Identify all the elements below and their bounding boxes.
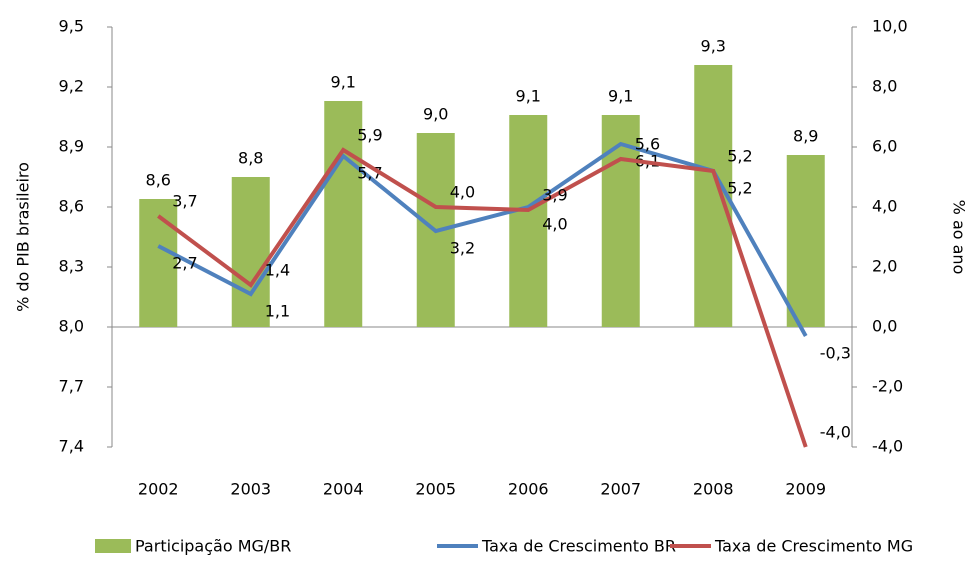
y2-tick-label: -4,0: [872, 437, 903, 456]
line-value-label: 5,2: [727, 179, 752, 198]
line-value-label: 4,0: [542, 215, 567, 234]
y2-axis-title: % ao ano: [950, 200, 969, 275]
bar-value-label: 8,8: [238, 149, 263, 168]
y2-tick-label: 0,0: [872, 317, 897, 336]
line-value-label: -4,0: [820, 423, 851, 442]
line-value-label: 1,1: [265, 302, 290, 321]
line-value-label: 5,9: [357, 126, 382, 145]
line-value-label: 5,2: [727, 147, 752, 166]
line-value-label: 3,7: [172, 192, 197, 211]
y-tick-label: 9,2: [59, 77, 84, 96]
bar-value-label: 9,0: [423, 105, 448, 124]
y2-tick-label: 6,0: [872, 137, 897, 156]
y-tick-label: 8,3: [59, 257, 84, 276]
x-tick-label: 2004: [323, 480, 364, 499]
bar-value-label: 9,1: [516, 87, 541, 106]
x-tick-label: 2006: [508, 480, 549, 499]
legend-swatch: [95, 539, 131, 553]
bar: [509, 115, 548, 327]
y2-tick-label: 10,0: [872, 17, 908, 36]
bar: [139, 199, 178, 327]
y2-tick-label: -2,0: [872, 377, 903, 396]
line: [157, 141, 808, 337]
y-axis-title: % do PIB brasileiro: [14, 162, 33, 312]
x-tick-label: 2008: [693, 480, 734, 499]
bar-value-label: 9,1: [331, 73, 356, 92]
y2-tick-label: 8,0: [872, 77, 897, 96]
x-tick-label: 2009: [785, 480, 826, 499]
bar: [324, 101, 363, 327]
legend-label: Taxa de Crescimento MG: [714, 537, 913, 556]
y2-tick-label: 4,0: [872, 197, 897, 216]
bar-value-label: 9,3: [701, 37, 726, 56]
bar-value-label: 9,1: [608, 87, 633, 106]
y-tick-label: 9,5: [59, 17, 84, 36]
line-value-label: 4,0: [450, 183, 475, 202]
y-tick-label: 8,0: [59, 317, 84, 336]
y-tick-label: 7,7: [59, 377, 84, 396]
y-tick-label: 8,6: [59, 197, 84, 216]
line-value-label: 1,4: [265, 261, 290, 280]
bar: [231, 177, 270, 327]
legend-label: Taxa de Crescimento BR: [481, 537, 676, 556]
x-tick-label: 2002: [138, 480, 179, 499]
x-tick-label: 2005: [415, 480, 456, 499]
y-tick-label: 8,9: [59, 137, 84, 156]
legend-label: Participação MG/BR: [135, 537, 291, 556]
x-tick-label: 2003: [230, 480, 271, 499]
line: [157, 147, 808, 448]
bar-value-label: 8,9: [793, 127, 818, 146]
bar: [786, 155, 825, 327]
x-tick-label: 2007: [600, 480, 641, 499]
y2-tick-label: 2,0: [872, 257, 897, 276]
bar-value-label: 8,6: [146, 171, 171, 190]
line-value-label: 5,6: [635, 135, 660, 154]
line-value-label: 2,7: [172, 254, 197, 273]
y-tick-label: 7,4: [59, 437, 84, 456]
line-value-label: 3,9: [542, 186, 567, 205]
line-value-label: 3,2: [450, 239, 475, 258]
line-value-label: -0,3: [820, 344, 851, 363]
